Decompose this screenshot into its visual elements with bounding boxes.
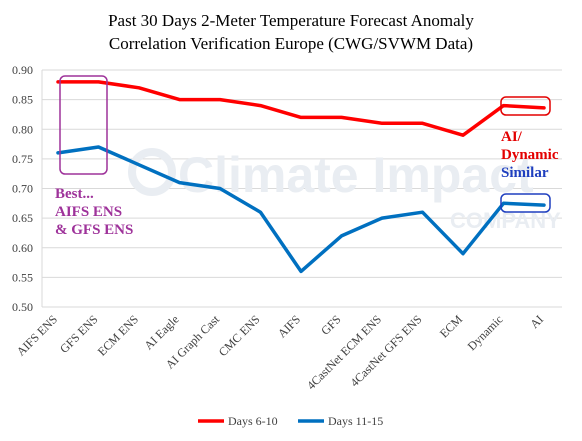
y-tick-label: 0.65 (12, 211, 33, 225)
ai-dynamic-red-box (500, 96, 551, 116)
x-tick-label: ECM ENS (95, 312, 141, 358)
x-tick-label: Dynamic (465, 312, 506, 353)
y-tick-label: 0.60 (12, 241, 33, 255)
ai-dynamic-label-line: Dynamic (501, 147, 559, 163)
y-tick-label: 0.70 (12, 182, 33, 196)
x-tick-label: GFS (318, 312, 343, 337)
best-annotation-line: & GFS ENS (55, 222, 133, 238)
ai-dynamic-blue-box (500, 193, 551, 213)
x-tick-label: AIFS (275, 312, 303, 340)
x-tick-label: AI Eagle (141, 312, 181, 352)
y-tick-label: 0.75 (12, 152, 33, 166)
x-tick-label: 4CastNet GFS ENS (347, 312, 424, 389)
y-tick-label: 0.55 (12, 270, 33, 284)
x-tick-label: AIFS ENS (14, 312, 60, 358)
similar-label: Similar (501, 165, 549, 181)
ai-dynamic-label-line: AI/ (501, 129, 523, 145)
legend-label: Days 6-10 (228, 414, 278, 428)
y-tick-label: 0.90 (12, 63, 33, 77)
x-tick-label: CMC ENS (216, 312, 263, 359)
x-tick-label: 4CastNet ECM ENS (304, 312, 384, 392)
x-tick-label: AI (527, 312, 546, 331)
y-tick-label: 0.80 (12, 122, 33, 136)
best-annotation-line: Best... (55, 186, 94, 202)
chart-title-line: Correlation Verification Europe (CWG/SVW… (109, 34, 473, 53)
chart-title: Past 30 Days 2-Meter Temperature Forecas… (108, 11, 474, 53)
chart-title-line: Past 30 Days 2-Meter Temperature Forecas… (108, 11, 474, 30)
watermark-globe-icon (128, 148, 176, 196)
annotations: Best... AIFS ENS & GFS ENS AI/Dynamic Simila… (55, 75, 559, 238)
legend: Days 6-10 Days 11-15 (198, 414, 383, 428)
series-line-days-6-10 (56, 80, 546, 137)
x-tick-label: ECM (437, 312, 466, 341)
best-highlight-box (59, 75, 108, 175)
watermark-text: Climate Impact (178, 147, 534, 203)
y-tick-label: 0.50 (12, 300, 33, 314)
y-axis-ticks: 0.90 0.85 0.80 0.75 0.70 0.65 0.60 0.55 0.50 (12, 63, 33, 314)
series-lines (56, 80, 546, 274)
best-annotation-line: AIFS ENS (55, 204, 122, 220)
y-tick-label: 0.85 (12, 93, 33, 107)
legend-label: Days 11-15 (328, 414, 383, 428)
